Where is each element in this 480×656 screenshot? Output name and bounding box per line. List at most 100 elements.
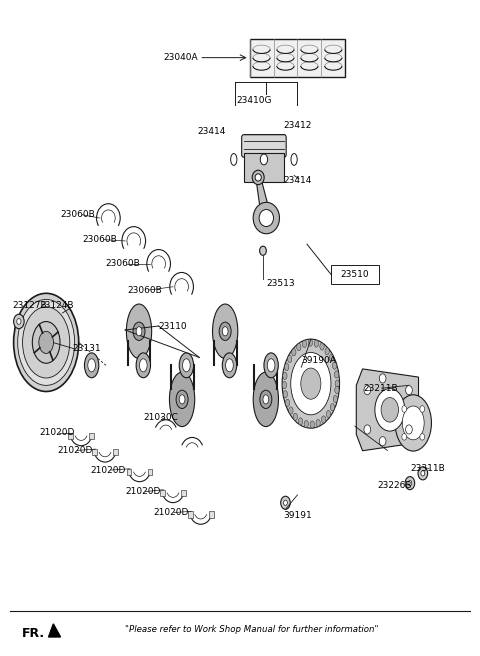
Ellipse shape <box>259 209 274 226</box>
Text: 23060B: 23060B <box>82 235 117 244</box>
Text: 23414: 23414 <box>283 176 312 185</box>
Bar <box>127 468 132 475</box>
Ellipse shape <box>133 322 145 340</box>
Bar <box>148 468 153 475</box>
Bar <box>89 432 94 439</box>
Bar <box>68 432 73 439</box>
Circle shape <box>405 477 415 489</box>
Ellipse shape <box>283 390 288 398</box>
Ellipse shape <box>126 304 152 359</box>
Ellipse shape <box>222 353 237 378</box>
Ellipse shape <box>285 400 289 407</box>
Text: 21020D: 21020D <box>57 446 93 455</box>
Text: 21020D: 21020D <box>154 508 189 517</box>
Text: 23226B: 23226B <box>378 481 412 489</box>
Ellipse shape <box>293 413 298 420</box>
Ellipse shape <box>222 327 228 336</box>
Text: 21020D: 21020D <box>91 466 126 474</box>
Ellipse shape <box>320 343 324 350</box>
Ellipse shape <box>23 307 70 378</box>
Ellipse shape <box>136 353 151 378</box>
Text: 23060B: 23060B <box>128 285 162 295</box>
Text: 39190A: 39190A <box>301 356 336 365</box>
Bar <box>160 489 165 496</box>
Ellipse shape <box>282 339 339 428</box>
Ellipse shape <box>335 380 339 387</box>
Text: 23513: 23513 <box>266 279 295 288</box>
Polygon shape <box>48 624 60 637</box>
Ellipse shape <box>333 396 337 403</box>
Ellipse shape <box>264 353 278 378</box>
Bar <box>243 153 284 182</box>
Ellipse shape <box>260 390 272 409</box>
Text: 23110: 23110 <box>158 321 187 331</box>
Ellipse shape <box>285 363 289 371</box>
FancyBboxPatch shape <box>250 39 345 77</box>
Bar <box>209 511 214 518</box>
Text: 23127B: 23127B <box>12 300 48 310</box>
Text: "Please refer to Work Shop Manual for further information": "Please refer to Work Shop Manual for fu… <box>125 625 379 634</box>
Ellipse shape <box>32 321 60 363</box>
Ellipse shape <box>381 398 398 422</box>
Ellipse shape <box>316 419 320 426</box>
Ellipse shape <box>304 420 309 428</box>
Ellipse shape <box>263 395 269 404</box>
Text: 21020D: 21020D <box>39 428 74 438</box>
Ellipse shape <box>330 403 335 411</box>
Circle shape <box>418 467 428 480</box>
Text: 21030C: 21030C <box>144 413 178 422</box>
Text: 39191: 39191 <box>283 512 312 520</box>
Text: 23311B: 23311B <box>410 464 444 473</box>
Ellipse shape <box>182 359 190 372</box>
Ellipse shape <box>291 352 331 415</box>
Ellipse shape <box>333 362 337 369</box>
Ellipse shape <box>226 359 233 372</box>
Ellipse shape <box>297 344 301 351</box>
Circle shape <box>13 314 24 329</box>
Ellipse shape <box>292 349 296 356</box>
Circle shape <box>284 500 288 505</box>
Circle shape <box>364 386 371 395</box>
Ellipse shape <box>252 171 264 184</box>
Ellipse shape <box>314 340 319 347</box>
Ellipse shape <box>253 372 278 426</box>
Text: 23414: 23414 <box>197 127 225 136</box>
Ellipse shape <box>231 154 237 165</box>
Circle shape <box>421 471 425 476</box>
Ellipse shape <box>176 390 188 409</box>
Ellipse shape <box>325 348 329 355</box>
Circle shape <box>406 425 412 434</box>
Ellipse shape <box>288 356 292 363</box>
Ellipse shape <box>301 368 321 400</box>
Ellipse shape <box>375 388 405 431</box>
Ellipse shape <box>282 382 287 388</box>
Polygon shape <box>356 369 419 451</box>
Polygon shape <box>256 176 271 220</box>
Ellipse shape <box>260 154 267 165</box>
Circle shape <box>420 405 425 412</box>
Circle shape <box>402 434 407 440</box>
Text: FR.: FR. <box>22 626 45 640</box>
Circle shape <box>364 425 371 434</box>
Text: 23131: 23131 <box>72 344 101 354</box>
Ellipse shape <box>253 202 279 234</box>
Circle shape <box>402 405 407 412</box>
Text: 23060B: 23060B <box>60 211 95 219</box>
Ellipse shape <box>299 418 303 425</box>
Ellipse shape <box>169 372 195 426</box>
Ellipse shape <box>335 371 339 378</box>
Ellipse shape <box>289 407 293 414</box>
Text: 23211B: 23211B <box>363 384 398 393</box>
Bar <box>188 511 192 518</box>
Ellipse shape <box>335 386 339 394</box>
Ellipse shape <box>136 327 142 336</box>
Ellipse shape <box>179 395 185 404</box>
Circle shape <box>379 437 386 446</box>
Text: 23124B: 23124B <box>39 300 73 310</box>
Bar <box>181 489 186 496</box>
Text: 23060B: 23060B <box>105 259 140 268</box>
Ellipse shape <box>283 372 287 379</box>
Ellipse shape <box>308 339 312 346</box>
Ellipse shape <box>402 406 424 440</box>
Ellipse shape <box>219 322 231 340</box>
